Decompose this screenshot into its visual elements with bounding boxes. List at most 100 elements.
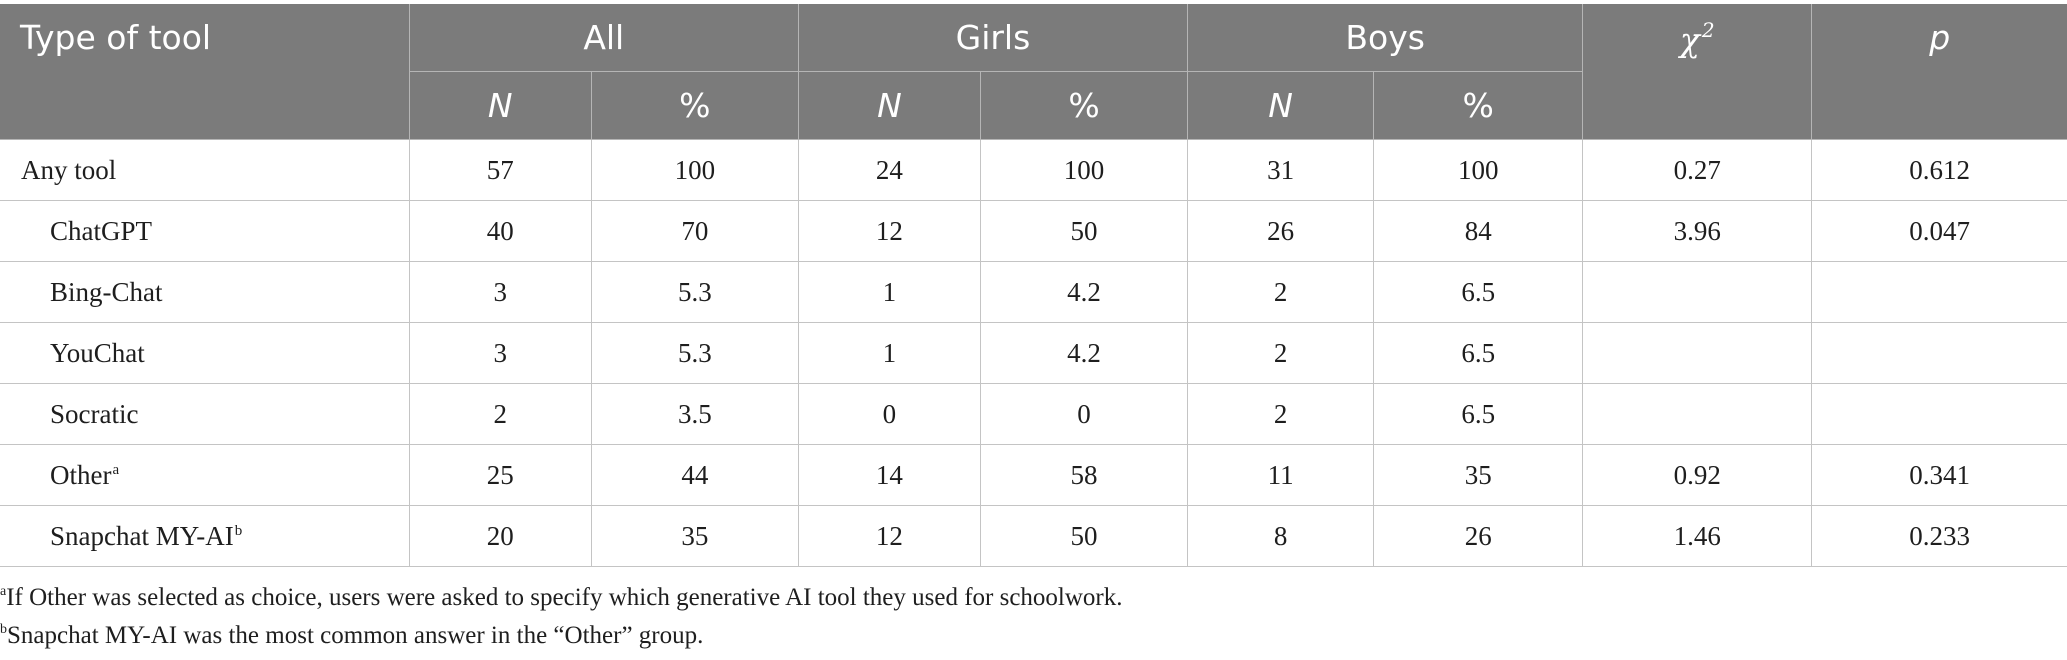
cell-boys-pct: 6.5 bbox=[1373, 383, 1584, 445]
table-row: Snapchat MY-AIb 20 35 12 50 8 26 1.46 0.233 bbox=[0, 505, 2067, 567]
tool-label: Bing-Chat bbox=[50, 276, 163, 307]
cell-boys-pct: 84 bbox=[1373, 200, 1584, 262]
cell-girls-pct: 0 bbox=[979, 383, 1189, 445]
cell-chi-square bbox=[1582, 261, 1813, 323]
cell-girls-n: 12 bbox=[797, 505, 981, 567]
footnote-a-text: If Other was selected as choice, users w… bbox=[6, 584, 1123, 611]
table-row: Any tool 57 100 24 100 31 100 0.27 0.612 bbox=[0, 139, 2067, 201]
cell-boys-pct: 100 bbox=[1373, 139, 1584, 201]
header-type-of-tool: Type of tool bbox=[0, 4, 410, 140]
header-chi-power: 2 bbox=[1701, 18, 1715, 42]
cell-boys-n: 26 bbox=[1187, 200, 1375, 262]
footnote-b: bSnapchat MY-AI was the most common answ… bbox=[0, 622, 703, 650]
cell-tool-name: ChatGPT bbox=[0, 200, 410, 262]
cell-girls-n: 1 bbox=[797, 261, 981, 323]
cell-boys-n: 2 bbox=[1187, 261, 1375, 323]
cell-boys-pct: 6.5 bbox=[1373, 261, 1584, 323]
cell-girls-pct: 58 bbox=[979, 444, 1189, 506]
header-chi-symbol: χ bbox=[1679, 20, 1700, 59]
cell-girls-n: 14 bbox=[797, 444, 981, 506]
table-row: Bing-Chat 3 5.3 1 4.2 2 6.5 bbox=[0, 261, 2067, 323]
cell-all-pct: 5.3 bbox=[590, 322, 799, 384]
cell-tool-name: Othera bbox=[0, 444, 410, 506]
cell-p-value: 0.612 bbox=[1811, 139, 2067, 201]
footnote-a: aIf Other was selected as choice, users … bbox=[0, 584, 1123, 612]
cell-girls-pct: 50 bbox=[979, 505, 1189, 567]
cell-all-n: 3 bbox=[408, 322, 592, 384]
footnote-b-mark: b bbox=[0, 622, 7, 637]
header-girls-pct: % bbox=[979, 71, 1189, 140]
cell-girls-n: 12 bbox=[797, 200, 981, 262]
cell-boys-n: 11 bbox=[1187, 444, 1375, 506]
cell-tool-name: Any tool bbox=[0, 139, 410, 201]
tool-label: Socratic bbox=[50, 398, 139, 429]
cell-boys-pct: 26 bbox=[1373, 505, 1584, 567]
cell-chi-square bbox=[1582, 383, 1813, 445]
footnote-b-text: Snapchat MY-AI was the most common answe… bbox=[7, 622, 704, 649]
header-p-value: p bbox=[1811, 4, 2067, 140]
tool-label: Other bbox=[50, 459, 112, 490]
tool-label: YouChat bbox=[50, 337, 145, 368]
tool-label: ChatGPT bbox=[50, 215, 153, 246]
header-row-sub: N % N % N % bbox=[0, 71, 2067, 140]
cell-boys-pct: 35 bbox=[1373, 444, 1584, 506]
cell-boys-n: 2 bbox=[1187, 322, 1375, 384]
header-all-pct: % bbox=[590, 71, 799, 140]
cell-all-pct: 5.3 bbox=[590, 261, 799, 323]
footnote-a-mark: a bbox=[0, 584, 7, 599]
cell-all-n: 2 bbox=[408, 383, 592, 445]
cell-chi-square: 3.96 bbox=[1582, 200, 1813, 262]
cell-p-value bbox=[1811, 322, 2067, 384]
cell-boys-pct: 6.5 bbox=[1373, 322, 1584, 384]
tool-label: Snapchat MY-AI bbox=[50, 520, 234, 551]
cell-all-pct: 70 bbox=[590, 200, 799, 262]
cell-all-pct: 100 bbox=[590, 139, 799, 201]
cell-tool-name: YouChat bbox=[0, 322, 410, 384]
cell-all-n: 3 bbox=[408, 261, 592, 323]
header-boys-pct: % bbox=[1373, 71, 1583, 140]
cell-chi-square: 0.92 bbox=[1582, 444, 1813, 506]
cell-chi-square: 1.46 bbox=[1582, 505, 1813, 567]
header-group-all: All bbox=[408, 4, 799, 72]
header-group-girls: Girls bbox=[797, 4, 1189, 72]
cell-all-pct: 3.5 bbox=[590, 383, 799, 445]
cell-all-n: 25 bbox=[408, 444, 592, 506]
table-row: Othera 25 44 14 58 11 35 0.92 0.341 bbox=[0, 444, 2067, 506]
cell-p-value bbox=[1811, 383, 2067, 445]
cell-chi-square bbox=[1582, 322, 1813, 384]
cell-girls-n: 0 bbox=[797, 383, 981, 445]
cell-p-value bbox=[1811, 261, 2067, 323]
table-row: ChatGPT 40 70 12 50 26 84 3.96 0.047 bbox=[0, 200, 2067, 262]
cell-boys-n: 8 bbox=[1187, 505, 1375, 567]
cell-p-value: 0.233 bbox=[1811, 505, 2067, 567]
cell-girls-n: 24 bbox=[797, 139, 981, 201]
header-all-n: N bbox=[408, 71, 592, 140]
table-row: Socratic 2 3.5 0 0 2 6.5 bbox=[0, 383, 2067, 445]
tool-label: Any tool bbox=[21, 154, 117, 185]
cell-boys-n: 2 bbox=[1187, 383, 1375, 445]
cell-all-n: 20 bbox=[408, 505, 592, 567]
cell-girls-pct: 4.2 bbox=[979, 261, 1189, 323]
cell-all-n: 57 bbox=[408, 139, 592, 201]
header-girls-n: N bbox=[797, 71, 981, 140]
table-row: YouChat 3 5.3 1 4.2 2 6.5 bbox=[0, 322, 2067, 384]
cell-tool-name: Bing-Chat bbox=[0, 261, 410, 323]
cell-tool-name: Snapchat MY-AIb bbox=[0, 505, 410, 567]
cell-girls-pct: 50 bbox=[979, 200, 1189, 262]
cell-all-pct: 35 bbox=[590, 505, 799, 567]
cell-p-value: 0.341 bbox=[1811, 444, 2067, 506]
cell-girls-n: 1 bbox=[797, 322, 981, 384]
cell-chi-square: 0.27 bbox=[1582, 139, 1813, 201]
header-boys-n: N bbox=[1187, 71, 1375, 140]
cell-girls-pct: 4.2 bbox=[979, 322, 1189, 384]
footnote-marker: a bbox=[112, 461, 120, 478]
cell-boys-n: 31 bbox=[1187, 139, 1375, 201]
cell-tool-name: Socratic bbox=[0, 383, 410, 445]
header-group-boys: Boys bbox=[1187, 4, 1584, 72]
cell-all-pct: 44 bbox=[590, 444, 799, 506]
cell-all-n: 40 bbox=[408, 200, 592, 262]
cell-p-value: 0.047 bbox=[1811, 200, 2067, 262]
